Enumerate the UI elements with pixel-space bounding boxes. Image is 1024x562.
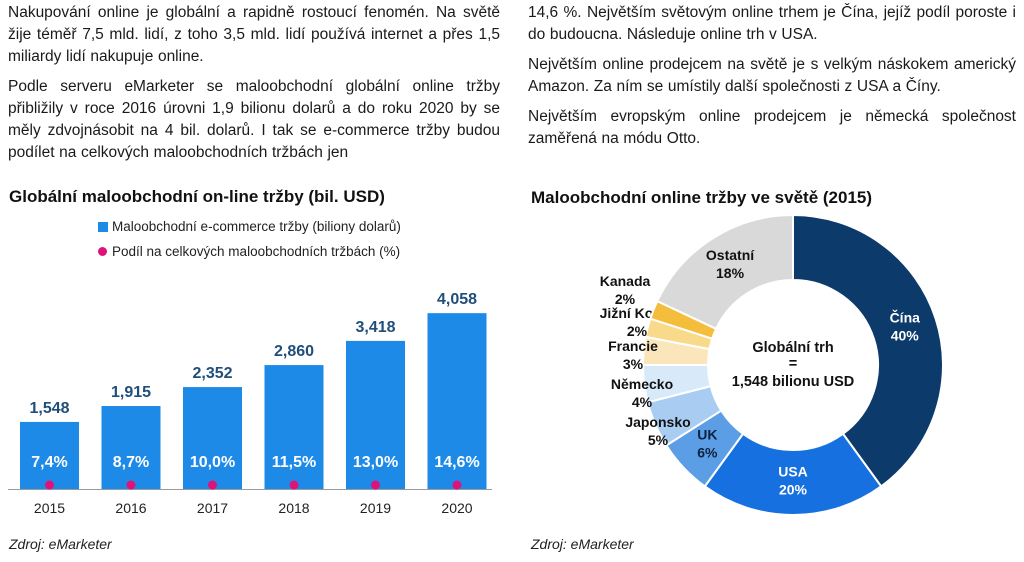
bar-value-label-2019: 3,418 <box>355 319 395 336</box>
slice-name-čína: Čína <box>890 309 921 326</box>
paragraph-otto: Největším evropským online prodejcem je … <box>528 108 1016 147</box>
share-label-2019: 13,0% <box>353 454 398 471</box>
share-point-2019 <box>371 480 380 490</box>
slice-name-ostatní: Ostatní <box>706 247 755 263</box>
x-tick-2016: 2016 <box>115 500 146 516</box>
bar-value-label-2017: 2,352 <box>192 365 232 382</box>
share-point-2016 <box>126 480 136 490</box>
slice-value-německo: 4% <box>632 394 653 410</box>
slice-usa <box>703 432 883 516</box>
bar-2016 <box>101 406 161 489</box>
slice-value-usa: 20% <box>779 482 808 498</box>
legend-label-dots: Podíl na celkových maloobchodních tržbác… <box>112 244 401 259</box>
donut-chart-source: Zdroj: eMarketer <box>531 536 634 552</box>
share-point-2018 <box>289 480 299 490</box>
x-tick-2019: 2019 <box>360 500 391 516</box>
legend-swatch-bars <box>98 222 108 232</box>
slice-value-ostatní: 18% <box>716 265 745 281</box>
x-tick-2015: 2015 <box>34 500 65 516</box>
legend-label-bars: Maloobchodní e-commerce tržby (biliony d… <box>112 219 401 234</box>
legend-bars: Maloobchodní e-commerce tržby (biliony d… <box>98 219 401 234</box>
paragraph-emarketer: Podle serveru eMarketer se maloobchodní … <box>8 78 500 161</box>
right-text-column: 14,6 %. Největším světovým online trhem … <box>528 0 1016 158</box>
slice-value-japonsko: 5% <box>648 432 669 448</box>
paragraph-amazon: Největším online prodejcem na světě je s… <box>528 56 1016 95</box>
slice-value-čína: 40% <box>891 328 920 344</box>
share-label-2018: 11,5% <box>272 454 316 471</box>
donut-chart-title: Maloobchodní online tržby ve světě (2015… <box>531 188 873 207</box>
slice-name-francie: Francie <box>608 338 658 354</box>
slice-name-německo: Německo <box>611 376 673 392</box>
legend-dots: Podíl na celkových maloobchodních tržbác… <box>98 244 400 259</box>
bar-chart: 1,548 7,4% 2015 1,915 8,7% 2016 2,352 10,0% 2017… <box>8 291 492 516</box>
bar-2017 <box>183 387 242 489</box>
share-point-2017 <box>208 480 217 490</box>
slice-name-japonsko: Japonsko <box>625 414 690 430</box>
slice-value-jižní-korea: 2% <box>627 323 648 339</box>
bar-value-label-2018: 2,860 <box>274 343 314 360</box>
slice-value-francie: 3% <box>623 356 644 372</box>
share-label-2017: 10,0% <box>190 454 235 471</box>
left-text-column: Nakupování online je globální a rapidně … <box>8 0 500 172</box>
x-tick-2017: 2017 <box>197 500 228 516</box>
share-point-2020 <box>452 480 462 490</box>
paragraph-intro: Nakupování online je globální a rapidně … <box>8 4 500 65</box>
x-tick-2018: 2018 <box>278 500 309 516</box>
donut-center-line-3: 1,548 bilionu USD <box>732 374 854 390</box>
share-label-2020: 14,6% <box>434 454 479 471</box>
donut-center-line-2: = <box>789 356 797 372</box>
share-point-2015 <box>45 480 54 490</box>
slice-name-kanada: Kanada <box>600 273 651 289</box>
bar-2019 <box>346 340 405 489</box>
bar-chart-title: Globální maloobchodní on-line tržby (bil… <box>9 187 385 206</box>
slice-name-uk: UK <box>697 426 717 442</box>
x-tick-2020: 2020 <box>441 500 472 516</box>
slice-name-usa: USA <box>778 464 808 480</box>
bar-value-label-2020: 4,058 <box>437 291 477 308</box>
bar-value-label-2016: 1,915 <box>111 384 151 401</box>
share-label-2015: 7,4% <box>31 454 67 471</box>
bar-chart-source: Zdroj: eMarketer <box>9 536 112 552</box>
legend-swatch-dots <box>98 247 107 256</box>
bar-2020 <box>427 313 487 489</box>
bar-2015 <box>20 421 79 489</box>
slice-čína <box>792 213 944 488</box>
bar-2018 <box>264 365 324 489</box>
share-label-2016: 8,7% <box>113 454 149 471</box>
slice-value-kanada: 2% <box>615 291 636 307</box>
bar-value-label-2015: 1,548 <box>29 400 69 417</box>
donut-chart: Čína 40% USA 20% UK 6% Japonsko 5% Německo 4% Fran… <box>600 213 944 516</box>
paragraph-china: 14,6 %. Největším světovým online trhem … <box>528 4 1016 43</box>
slice-ostatní <box>655 213 794 331</box>
donut-center-line-1: Globální trh <box>752 340 833 356</box>
slice-value-uk: 6% <box>697 444 718 460</box>
